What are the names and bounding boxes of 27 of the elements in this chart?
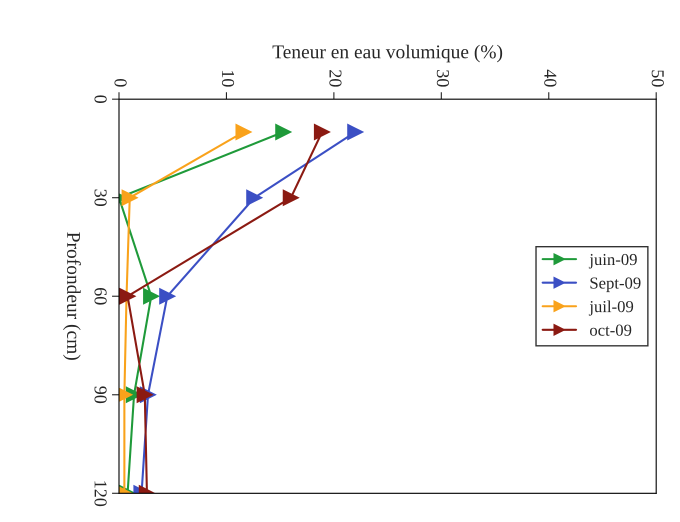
legend-label: juin-09 bbox=[588, 254, 637, 269]
point bbox=[314, 124, 330, 140]
x-tick-label: 40 bbox=[544, 70, 556, 87]
y-tick-label: 90 bbox=[94, 386, 107, 404]
y-tick-label: 60 bbox=[94, 288, 107, 305]
y-tick-label: 120 bbox=[94, 481, 107, 506]
x-tick-label: 30 bbox=[436, 70, 449, 87]
legend-label: Sept-09 bbox=[590, 277, 641, 292]
x-tick-label: 50 bbox=[652, 70, 664, 87]
y-axis-title: Profondeur (cm) bbox=[63, 232, 81, 360]
point bbox=[235, 124, 252, 140]
x-axis-title: Teneur en eau volumique (%) bbox=[272, 44, 502, 62]
point bbox=[282, 190, 300, 206]
x-tick-label: 10 bbox=[222, 70, 234, 87]
legend-label: oct-09 bbox=[590, 324, 632, 336]
point bbox=[122, 190, 138, 206]
point bbox=[246, 190, 263, 206]
point bbox=[143, 288, 160, 304]
legend-label: juil-09 bbox=[588, 300, 634, 316]
x-tick-label: 0 bbox=[114, 79, 127, 87]
y-tick-label: 30 bbox=[94, 190, 107, 206]
y-tick-label: 0 bbox=[94, 95, 107, 104]
point bbox=[159, 288, 176, 304]
point bbox=[136, 386, 153, 403]
point bbox=[275, 124, 292, 140]
point bbox=[347, 124, 364, 140]
x-tick-label: 20 bbox=[329, 70, 342, 87]
